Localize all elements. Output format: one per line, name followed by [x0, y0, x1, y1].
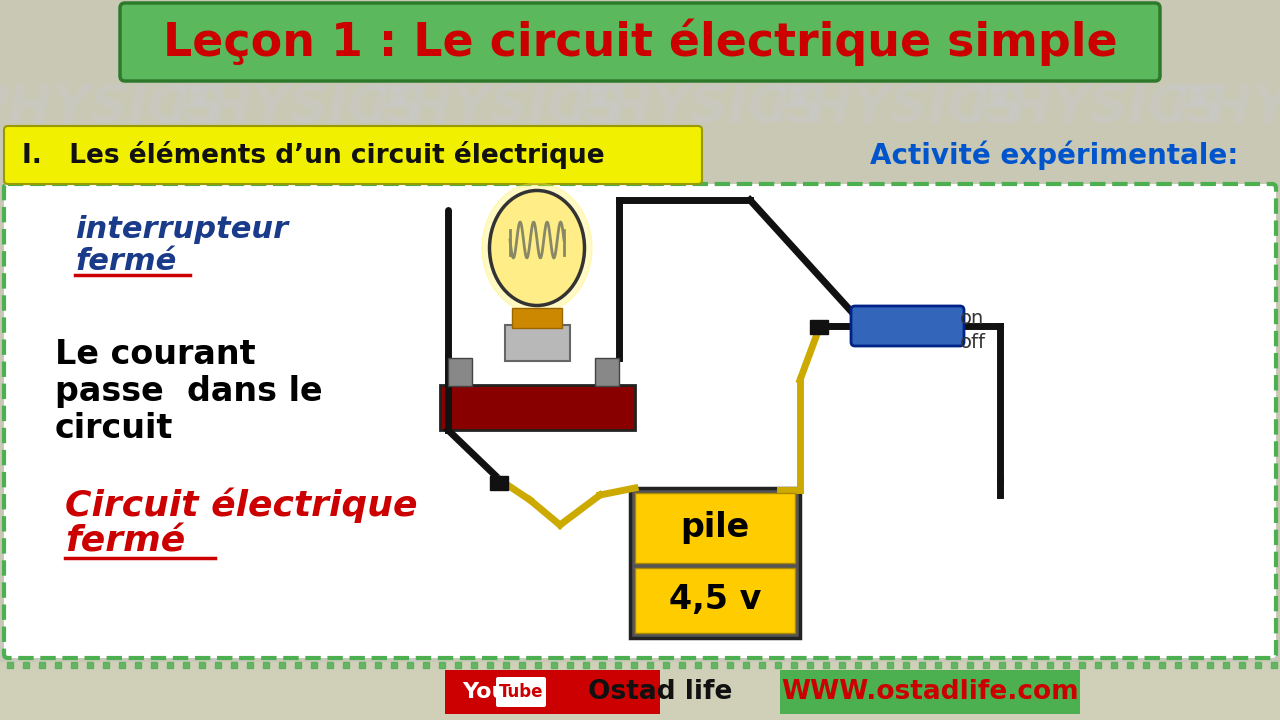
Text: circuit: circuit	[55, 412, 173, 444]
FancyBboxPatch shape	[120, 3, 1160, 81]
FancyBboxPatch shape	[630, 488, 800, 638]
FancyBboxPatch shape	[490, 476, 508, 490]
FancyBboxPatch shape	[512, 308, 562, 328]
Text: passe  dans le: passe dans le	[55, 376, 323, 408]
FancyBboxPatch shape	[780, 670, 1080, 714]
FancyBboxPatch shape	[506, 325, 570, 361]
Text: Le courant: Le courant	[55, 338, 256, 372]
Text: PHYSICS: PHYSICS	[170, 82, 424, 134]
Text: Circuit électrique: Circuit électrique	[65, 487, 417, 523]
Ellipse shape	[483, 183, 591, 313]
Text: PHYSICS: PHYSICS	[1170, 82, 1280, 134]
Text: interrupteur: interrupteur	[76, 215, 288, 245]
Text: PHYSICS: PHYSICS	[1170, 634, 1280, 686]
FancyBboxPatch shape	[635, 493, 795, 563]
FancyBboxPatch shape	[445, 670, 660, 714]
FancyBboxPatch shape	[0, 662, 1280, 720]
FancyBboxPatch shape	[4, 184, 1276, 658]
Text: Leçon 1 : Le circuit électrique simple: Leçon 1 : Le circuit électrique simple	[163, 18, 1117, 66]
Text: Activité expérimentale:: Activité expérimentale:	[870, 140, 1238, 170]
Text: PHYSICS: PHYSICS	[570, 634, 823, 686]
Text: PHYSICS: PHYSICS	[0, 634, 224, 686]
Text: PHYSICS: PHYSICS	[771, 634, 1024, 686]
Text: PHYSICS: PHYSICS	[170, 634, 424, 686]
Text: PHYSICS: PHYSICS	[0, 82, 224, 134]
FancyBboxPatch shape	[595, 358, 620, 386]
Text: pile: pile	[681, 511, 750, 544]
Text: PHYSICS: PHYSICS	[970, 634, 1224, 686]
FancyBboxPatch shape	[448, 358, 472, 386]
FancyBboxPatch shape	[810, 320, 828, 334]
Text: Ostad life: Ostad life	[588, 679, 732, 705]
Text: You: You	[462, 682, 507, 702]
FancyBboxPatch shape	[635, 568, 795, 633]
Text: Tube: Tube	[499, 683, 543, 701]
FancyBboxPatch shape	[851, 306, 964, 346]
Text: off: off	[960, 333, 986, 351]
Text: fermé: fermé	[65, 525, 186, 559]
Text: fermé: fermé	[76, 248, 177, 276]
Text: on: on	[960, 308, 984, 328]
Text: 4,5 v: 4,5 v	[669, 583, 762, 616]
Text: PHYSICS: PHYSICS	[970, 82, 1224, 134]
Text: PHYSICS: PHYSICS	[771, 82, 1024, 134]
FancyBboxPatch shape	[440, 385, 635, 430]
Text: PHYSICS: PHYSICS	[370, 82, 623, 134]
Text: I.   Les éléments d’un circuit électrique: I. Les éléments d’un circuit électrique	[22, 141, 604, 169]
Ellipse shape	[489, 191, 585, 305]
Text: PHYSICS: PHYSICS	[370, 634, 623, 686]
Text: PHYSICS: PHYSICS	[570, 82, 823, 134]
FancyBboxPatch shape	[497, 677, 547, 707]
FancyBboxPatch shape	[4, 126, 701, 184]
Text: WWW.ostadlife.com: WWW.ostadlife.com	[781, 679, 1079, 705]
